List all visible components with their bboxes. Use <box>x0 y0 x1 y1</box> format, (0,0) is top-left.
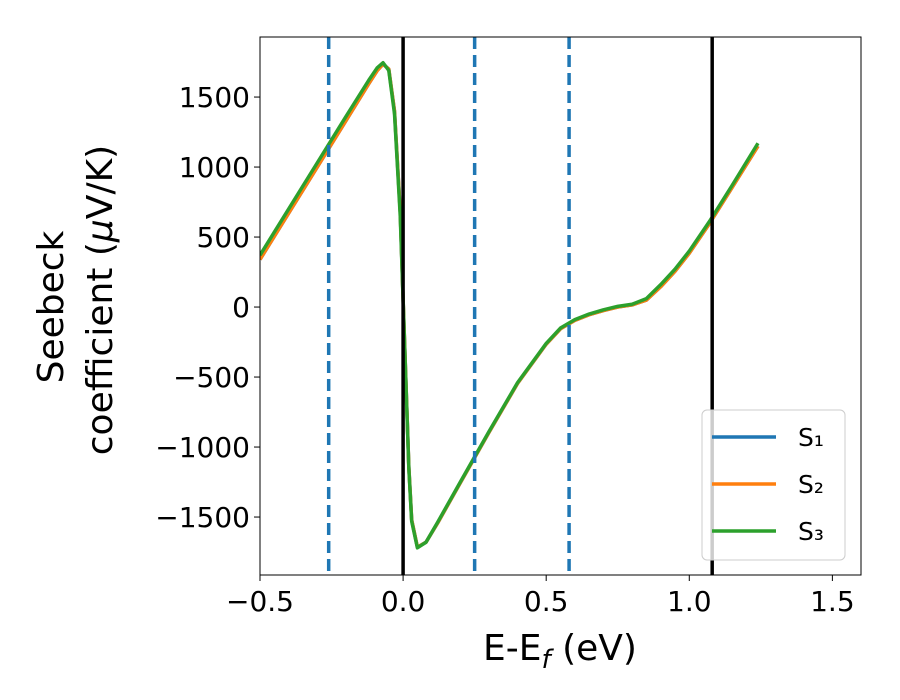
x-tick-label: 0.5 <box>524 585 569 618</box>
plot-area <box>260 37 760 575</box>
y-tick-label: 0 <box>232 291 250 324</box>
y-tick-label: −1000 <box>155 431 250 464</box>
x-label-part: E-E <box>483 628 541 669</box>
y-label-part: coefficient ( <box>80 242 121 455</box>
x-tick-label: −0.5 <box>226 585 294 618</box>
axes-frame <box>259 36 862 576</box>
y-tick-label: 1000 <box>179 151 250 184</box>
x-tick-label: 1.0 <box>667 585 712 618</box>
y-tick-label: 500 <box>197 221 250 254</box>
x-label-part: (eV) <box>551 628 637 669</box>
y-label-part: V/K) <box>80 145 121 219</box>
x-tick-label: 1.5 <box>810 585 855 618</box>
y-axis-label: Seebeck <box>31 230 72 383</box>
series-line <box>260 61 760 550</box>
legend-label: S₃ <box>798 517 824 546</box>
y-tick-label: −1500 <box>155 501 250 534</box>
legend-label: S₂ <box>798 470 824 499</box>
x-axis-label: E-Ef (eV) <box>483 628 637 675</box>
y-tick-label: 1500 <box>179 81 250 114</box>
y-tick-label: −500 <box>173 361 250 394</box>
y-label-part: μ <box>80 219 121 243</box>
legend-label: S₁ <box>798 423 824 452</box>
y-axis-label: coefficient (μV/K) <box>80 145 121 455</box>
x-tick-label: 0.0 <box>381 585 426 618</box>
